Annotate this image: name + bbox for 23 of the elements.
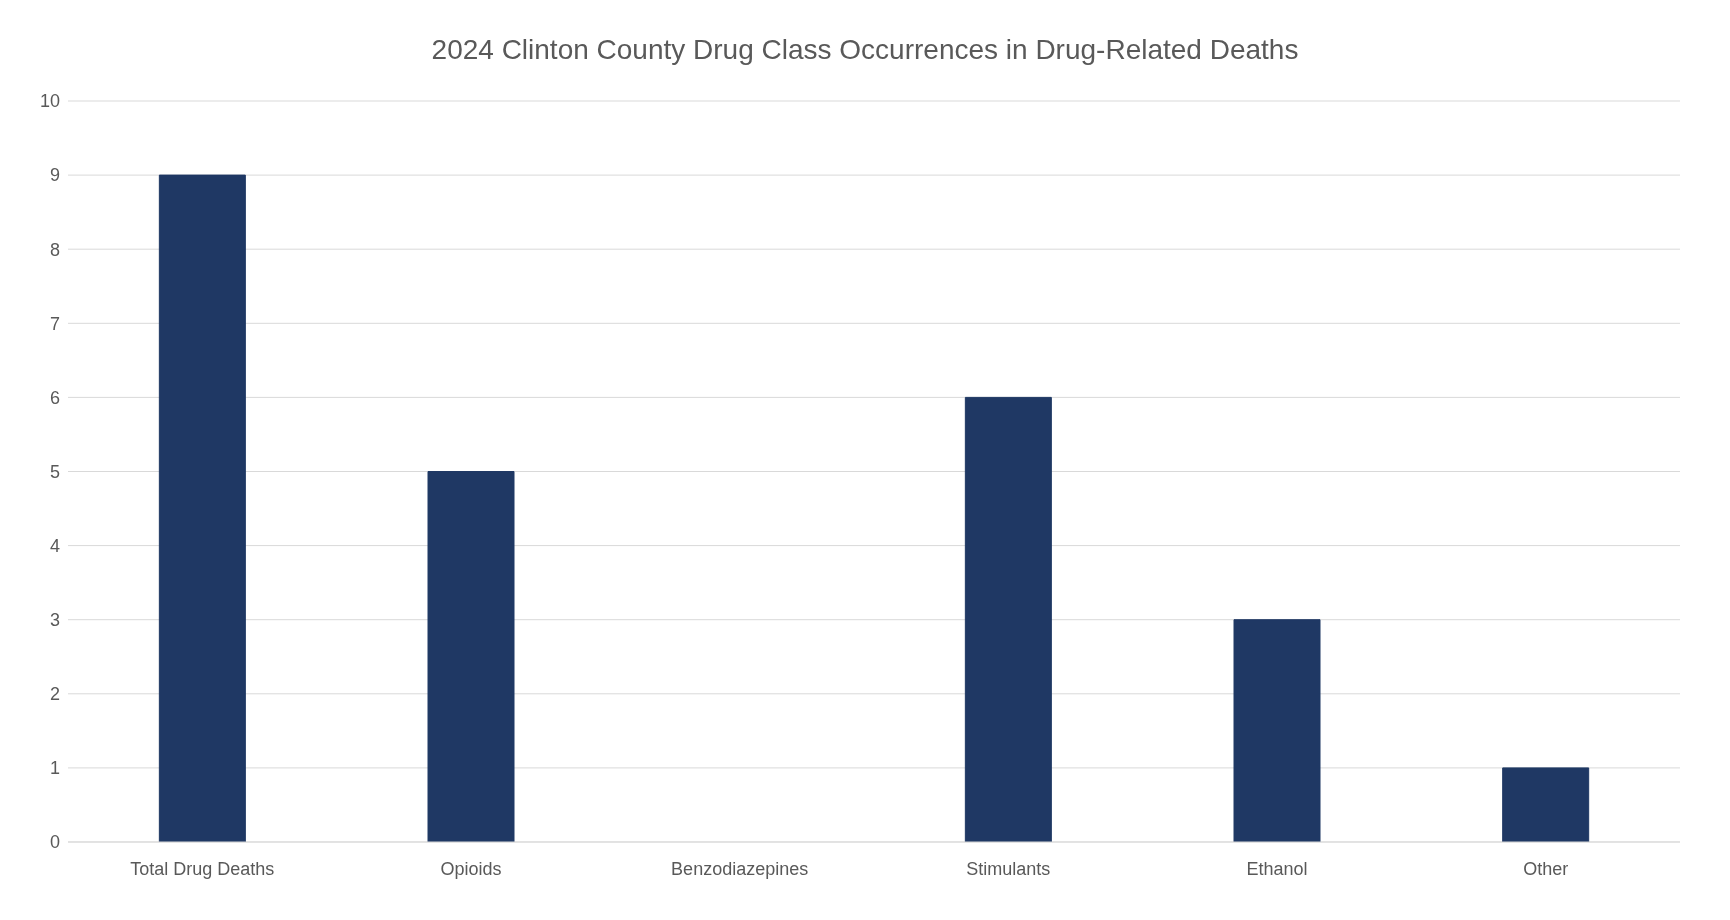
x-tick-label: Total Drug Deaths [130,858,275,879]
y-tick-label: 9 [49,165,60,186]
y-tick-label: 10 [39,91,60,112]
bar [1502,767,1590,842]
bar [427,471,515,842]
x-tick-label: Benzodiazepines [671,858,809,879]
y-tick-label: 7 [49,313,60,334]
x-tick-label: Opioids [440,858,502,879]
chart-title: 2024 Clinton County Drug Class Occurrences in Drug-Related Deaths [430,34,1300,66]
bar [1233,619,1321,842]
y-tick-label: 5 [49,461,60,482]
x-tick-label: Other [1523,858,1569,879]
y-tick-label: 4 [49,535,60,556]
y-tick-label: 3 [49,610,60,631]
bar [158,174,246,842]
y-tick-label: 2 [49,684,60,705]
x-tick-label: Ethanol [1246,858,1308,879]
y-tick-label: 1 [49,758,60,779]
x-tick-label: Stimulants [966,858,1051,879]
y-tick-label: 0 [49,832,60,853]
y-tick-label: 6 [49,387,60,408]
bar [964,396,1052,842]
y-tick-label: 8 [49,239,60,260]
